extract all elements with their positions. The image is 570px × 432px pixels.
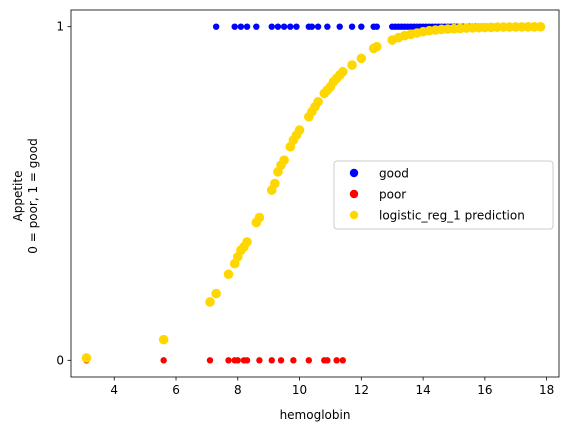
data-point xyxy=(268,357,275,364)
data-point xyxy=(243,23,251,30)
data-point xyxy=(256,357,263,364)
y-tick-label: 0 xyxy=(56,353,64,367)
x-tick-label: 8 xyxy=(234,383,242,397)
data-point xyxy=(336,23,343,30)
data-point xyxy=(348,23,356,30)
legend-frame xyxy=(333,160,554,230)
legend-label: logistic_reg_1 prediction xyxy=(379,209,525,223)
legend-label: poor xyxy=(379,188,406,202)
data-point xyxy=(205,297,215,307)
data-point xyxy=(268,23,275,30)
legend-marker xyxy=(349,210,359,220)
data-point xyxy=(280,23,288,30)
data-point xyxy=(371,41,382,52)
data-point xyxy=(333,357,340,364)
data-point xyxy=(294,125,305,135)
data-point xyxy=(237,23,245,30)
legend-marker xyxy=(349,189,359,199)
data-point xyxy=(254,212,265,223)
x-tick-label: 14 xyxy=(415,383,430,397)
data-point xyxy=(225,357,232,364)
data-point xyxy=(81,353,92,363)
data-point xyxy=(324,357,331,364)
data-point xyxy=(356,53,367,64)
data-point xyxy=(279,155,289,165)
data-point xyxy=(234,357,241,364)
data-point xyxy=(160,357,167,364)
x-tick-label: 10 xyxy=(292,383,307,397)
x-tick-label: 4 xyxy=(110,383,118,397)
data-point xyxy=(223,269,234,280)
y-axis-label-line-2: 0 = poor, 1 = good xyxy=(26,138,40,253)
data-point xyxy=(270,178,280,189)
data-point xyxy=(535,21,546,32)
data-point xyxy=(314,23,322,30)
x-tick-label: 18 xyxy=(539,383,554,397)
legend: good poor logistic_reg_1 prediction xyxy=(333,160,554,230)
data-point xyxy=(206,357,214,364)
y-axis-ticks: 01 xyxy=(56,20,71,367)
data-point xyxy=(290,357,297,364)
data-point xyxy=(305,357,313,364)
data-point xyxy=(242,237,252,247)
y-tick-label: 1 xyxy=(56,20,64,34)
data-point xyxy=(293,23,300,30)
data-point xyxy=(373,23,380,30)
data-point xyxy=(158,334,169,345)
data-point xyxy=(211,288,221,299)
x-tick-label: 12 xyxy=(354,383,369,397)
data-point xyxy=(313,96,323,107)
legend-marker xyxy=(349,168,359,178)
data-point xyxy=(324,23,331,30)
y-axis-label-line-1: Appetite xyxy=(11,171,25,222)
data-point xyxy=(337,66,348,77)
data-point xyxy=(308,23,316,30)
series-poor xyxy=(83,357,346,364)
data-point xyxy=(253,23,260,30)
data-point xyxy=(287,23,294,30)
data-point xyxy=(243,357,251,364)
data-point xyxy=(231,23,238,30)
data-point xyxy=(339,357,346,364)
series-layer xyxy=(81,21,546,364)
series-logistic-reg-1-prediction xyxy=(81,21,546,363)
x-tick-label: 16 xyxy=(477,383,492,397)
data-point xyxy=(358,23,365,30)
data-point xyxy=(274,23,282,30)
x-axis-ticks: 4 6 8 10 12 14 16 18 xyxy=(110,377,554,397)
y-axis-label: Appetite 0 = poor, 1 = good xyxy=(11,138,40,253)
x-axis-label: hemoglobin xyxy=(280,408,351,422)
x-tick-label: 6 xyxy=(172,383,180,397)
legend-label: good xyxy=(379,167,409,181)
plot-frame xyxy=(70,9,560,378)
data-point xyxy=(212,23,220,30)
data-point xyxy=(347,60,357,70)
data-point xyxy=(277,357,285,364)
